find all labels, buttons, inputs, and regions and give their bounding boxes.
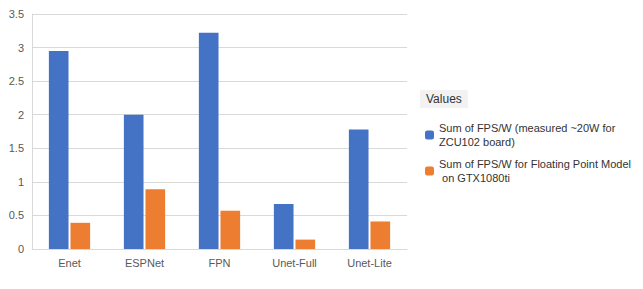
svg-text:Sum of FPS/W (measured ~20W fo: Sum of FPS/W (measured ~20W for — [439, 122, 618, 134]
svg-text:ESPNet: ESPNet — [125, 257, 164, 269]
svg-text:3.5: 3.5 — [9, 8, 24, 20]
svg-text:Sum of FPS/W for Floating Poin: Sum of FPS/W for Floating Point Model — [439, 158, 631, 170]
svg-text:FPN: FPN — [209, 257, 231, 269]
svg-text:1.5: 1.5 — [9, 142, 24, 154]
svg-text:Values: Values — [426, 92, 462, 106]
svg-text:2: 2 — [18, 109, 24, 121]
svg-text:ZCU102 board): ZCU102 board) — [439, 136, 515, 148]
svg-text:2.5: 2.5 — [9, 75, 24, 87]
svg-text:Enet: Enet — [58, 257, 81, 269]
svg-text:1: 1 — [18, 176, 24, 188]
svg-text:0.5: 0.5 — [9, 209, 24, 221]
svg-text:Unet-Full: Unet-Full — [272, 257, 317, 269]
svg-text:3: 3 — [18, 42, 24, 54]
svg-text:Unet-Lite: Unet-Lite — [347, 257, 392, 269]
svg-text:on GTX1080ti: on GTX1080ti — [439, 172, 510, 184]
svg-text:0: 0 — [18, 243, 24, 255]
